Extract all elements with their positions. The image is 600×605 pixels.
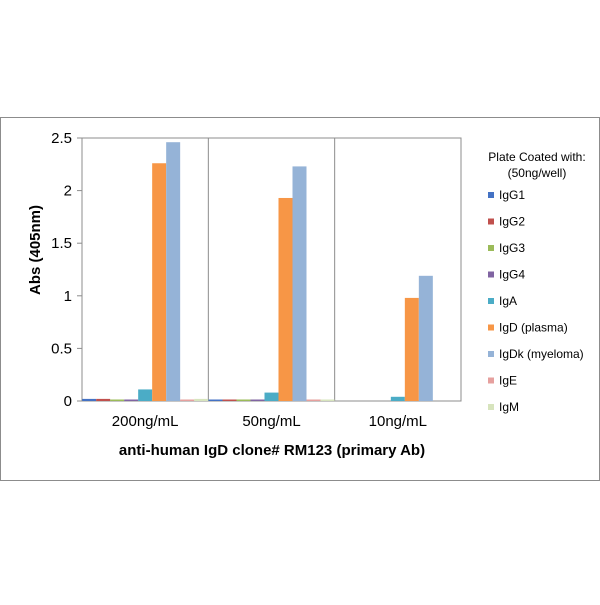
- y-tick-label: 1: [64, 288, 72, 305]
- legend-swatch: [488, 298, 494, 304]
- y-tick-label: 0: [64, 393, 72, 410]
- bars: [82, 142, 433, 401]
- legend-swatch: [488, 245, 494, 251]
- legend-entry: IgM: [499, 400, 519, 414]
- legend-entry: IgA: [499, 294, 517, 308]
- bar: [390, 396, 405, 401]
- bar: [96, 398, 111, 401]
- bar: [264, 392, 279, 401]
- y-tick-label: 0.5: [51, 340, 72, 357]
- bar: [292, 166, 307, 401]
- y-axis-title: Abs (405nm): [27, 205, 44, 295]
- bar: [222, 399, 237, 401]
- legend-swatch: [488, 324, 494, 331]
- legend-entry: IgG1: [499, 188, 525, 202]
- legend-swatch: [488, 351, 494, 357]
- bar: [306, 399, 321, 401]
- bar: [110, 399, 125, 401]
- bar: [124, 399, 139, 401]
- legend-entry: IgG2: [499, 215, 525, 229]
- bar: [236, 399, 251, 401]
- x-category-label: 10ng/mL: [369, 413, 427, 430]
- legend-entry: IgG3: [499, 241, 525, 255]
- bar: [320, 399, 335, 401]
- x-category-label: 50ng/mL: [242, 413, 300, 430]
- bar: [180, 399, 195, 401]
- bar: [250, 399, 265, 401]
- y-axis-ticks: 0 0.5 1 1.5 2 2.5: [51, 130, 82, 410]
- x-axis-title: anti-human IgD clone# RM123 (primary Ab): [119, 442, 425, 459]
- legend-swatch: [488, 377, 494, 384]
- bar: [418, 275, 433, 401]
- bar: [138, 389, 153, 401]
- x-category-label: 200ng/mL: [112, 413, 179, 430]
- bar: [82, 398, 97, 401]
- legend-swatch: [488, 271, 494, 278]
- legend-entry: IgD (plasma): [499, 321, 568, 335]
- legend-entry: IgG4: [499, 268, 525, 282]
- legend-swatch: [488, 404, 494, 410]
- y-tick-label: 2: [64, 183, 72, 200]
- bar: [166, 142, 181, 401]
- bar: [208, 399, 223, 401]
- legend-entry: IgDk (myeloma): [499, 347, 584, 361]
- y-tick-label: 2.5: [51, 130, 72, 147]
- legend-title-line-1: Plate Coated with:: [488, 150, 585, 164]
- legend-items: IgG1 IgG2 IgG3 IgG4 IgA IgD (plasma) IgDk (mye…: [488, 188, 584, 414]
- bar: [152, 163, 167, 401]
- bar: [404, 297, 419, 401]
- legend-entry: IgE: [499, 374, 517, 388]
- y-tick-label: 1.5: [51, 235, 72, 252]
- legend: Plate Coated with: (50ng/well) IgG1IgG2I…: [488, 150, 586, 414]
- bar: [194, 398, 209, 401]
- x-axis-ticks: 200ng/mL 50ng/mL 10ng/mL: [112, 413, 427, 430]
- bar: [278, 197, 293, 401]
- legend-swatch: [488, 218, 494, 225]
- legend-swatch: [488, 192, 494, 198]
- legend-title-line-2: (50ng/well): [508, 166, 567, 180]
